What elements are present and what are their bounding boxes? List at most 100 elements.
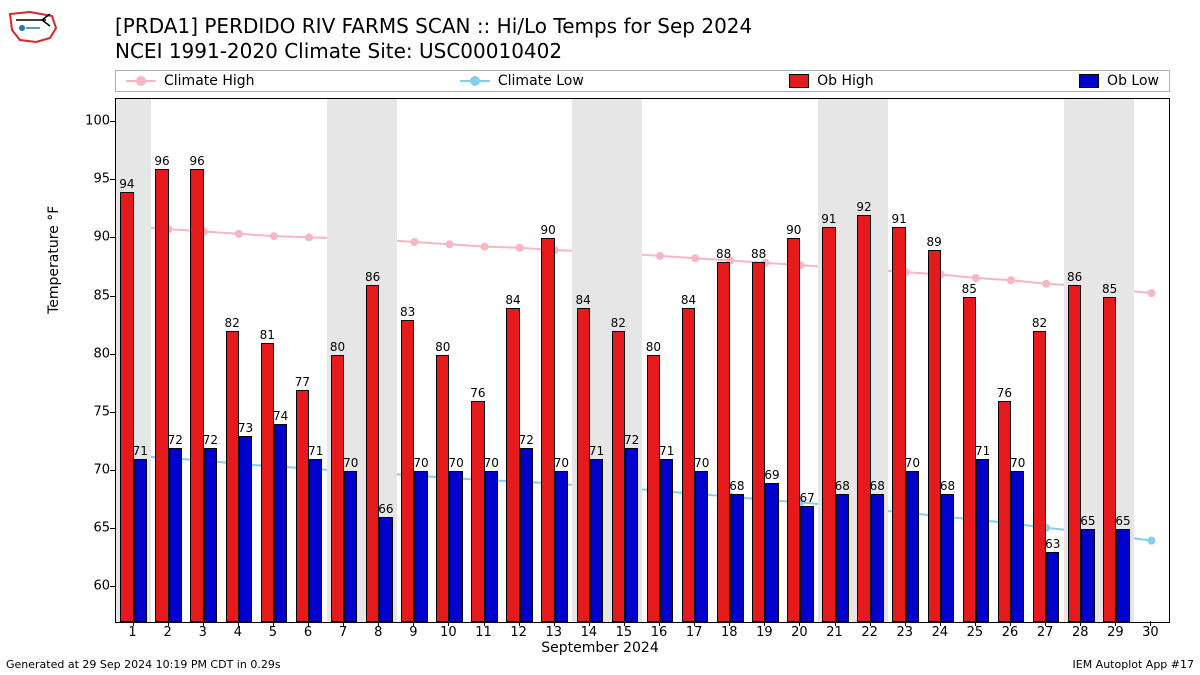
ob-high-label: 76 [470,386,485,400]
ob-low-label: 71 [308,444,323,458]
legend-climate-low: Climate Low [460,73,584,89]
ob-low-label: 70 [694,456,709,470]
ob-low-bar [414,471,427,622]
ob-high-label: 84 [681,293,696,307]
x-tick-label: 24 [932,625,949,640]
legend: Climate High Climate Low Ob High Ob Low [115,70,1170,92]
ob-high-bar [647,355,660,622]
y-tick-label: 75 [80,404,110,419]
ob-low-label: 70 [448,456,463,470]
ob-low-label: 68 [870,479,885,493]
ob-high-bar [261,343,274,622]
legend-label: Climate High [164,73,255,89]
x-tick-label: 6 [304,625,312,640]
ob-high-bar [155,169,168,622]
ob-high-bar [296,390,309,622]
ob-high-bar [577,308,590,622]
ob-low-bar [941,494,954,622]
x-tick-label: 26 [1002,625,1019,640]
ob-low-bar [800,506,813,622]
ob-low-bar [625,448,638,622]
ob-low-label: 68 [729,479,744,493]
ob-high-bar [752,262,765,622]
ob-high-bar [506,308,519,622]
ob-low-label: 71 [133,444,148,458]
ob-high-bar [1068,285,1081,622]
legend-label: Ob Low [1107,73,1159,89]
y-tick-label: 65 [80,521,110,536]
ob-low-label: 68 [835,479,850,493]
x-tick-label: 29 [1107,625,1124,640]
x-tick-label: 20 [791,625,808,640]
ob-low-label: 70 [484,456,499,470]
ob-low-label: 70 [413,456,428,470]
ob-high-bar [1033,331,1046,622]
x-tick-label: 25 [967,625,984,640]
ob-high-bar [401,320,414,622]
ob-high-label: 84 [505,293,520,307]
y-tick-label: 70 [80,462,110,477]
ob-low-bar [976,459,989,622]
ob-low-bar [134,459,147,622]
x-tick-label: 21 [826,625,843,640]
ob-high-label: 80 [330,340,345,354]
legend-climate-high: Climate High [126,73,255,89]
x-tick-label: 17 [686,625,703,640]
x-tick-label: 30 [1142,625,1159,640]
x-tick-label: 10 [440,625,457,640]
chart-title: [PRDA1] PERDIDO RIV FARMS SCAN :: Hi/Lo … [115,14,752,64]
ob-low-bar [1081,529,1094,622]
ob-low-bar [449,471,462,622]
ob-high-label: 82 [611,316,626,330]
ob-low-label: 74 [273,409,288,423]
legend-label: Ob High [817,73,874,89]
x-tick-label: 9 [409,625,417,640]
ob-high-label: 85 [962,282,977,296]
ob-low-bar [695,471,708,622]
ob-high-bar [190,169,203,622]
ob-high-label: 85 [1102,282,1117,296]
ob-low-label: 63 [1045,537,1060,551]
ob-low-bar [520,448,533,622]
ob-low-label: 70 [343,456,358,470]
x-tick-label: 19 [756,625,773,640]
ob-high-bar [226,331,239,622]
climate-high-swatch [126,74,156,88]
ob-low-bar [836,494,849,622]
ob-low-label: 72 [519,433,534,447]
ob-high-label: 91 [891,212,906,226]
ob-low-label: 72 [168,433,183,447]
legend-ob-high: Ob High [789,73,874,89]
legend-label: Climate Low [498,73,584,89]
ob-low-label: 66 [378,502,393,516]
x-tick-label: 11 [475,625,492,640]
x-tick-label: 5 [269,625,277,640]
ob-high-bar [892,227,905,622]
ob-low-bar [730,494,743,622]
title-line-2: NCEI 1991-2020 Climate Site: USC00010402 [115,39,752,64]
climate-low-swatch [460,74,490,88]
x-tick-label: 28 [1072,625,1089,640]
ob-low-swatch [1079,74,1099,88]
ob-high-label: 86 [1067,270,1082,284]
ob-low-bar [660,459,673,622]
ob-low-label: 67 [799,491,814,505]
ob-low-label: 72 [203,433,218,447]
y-tick-label: 80 [80,346,110,361]
ob-high-bar [436,355,449,622]
x-tick-label: 15 [616,625,633,640]
ob-low-label: 70 [554,456,569,470]
ob-low-label: 70 [1010,456,1025,470]
x-axis-label: September 2024 [0,640,1200,656]
ob-high-label: 89 [927,235,942,249]
ob-high-label: 76 [997,386,1012,400]
ob-high-bar [331,355,344,622]
ob-low-bar [344,471,357,622]
ob-high-bar [998,401,1011,622]
ob-low-label: 71 [975,444,990,458]
ob-low-bar [485,471,498,622]
ob-low-bar [1116,529,1129,622]
x-tick-label: 22 [861,625,878,640]
iem-logo [6,6,60,46]
x-tick-label: 27 [1037,625,1054,640]
